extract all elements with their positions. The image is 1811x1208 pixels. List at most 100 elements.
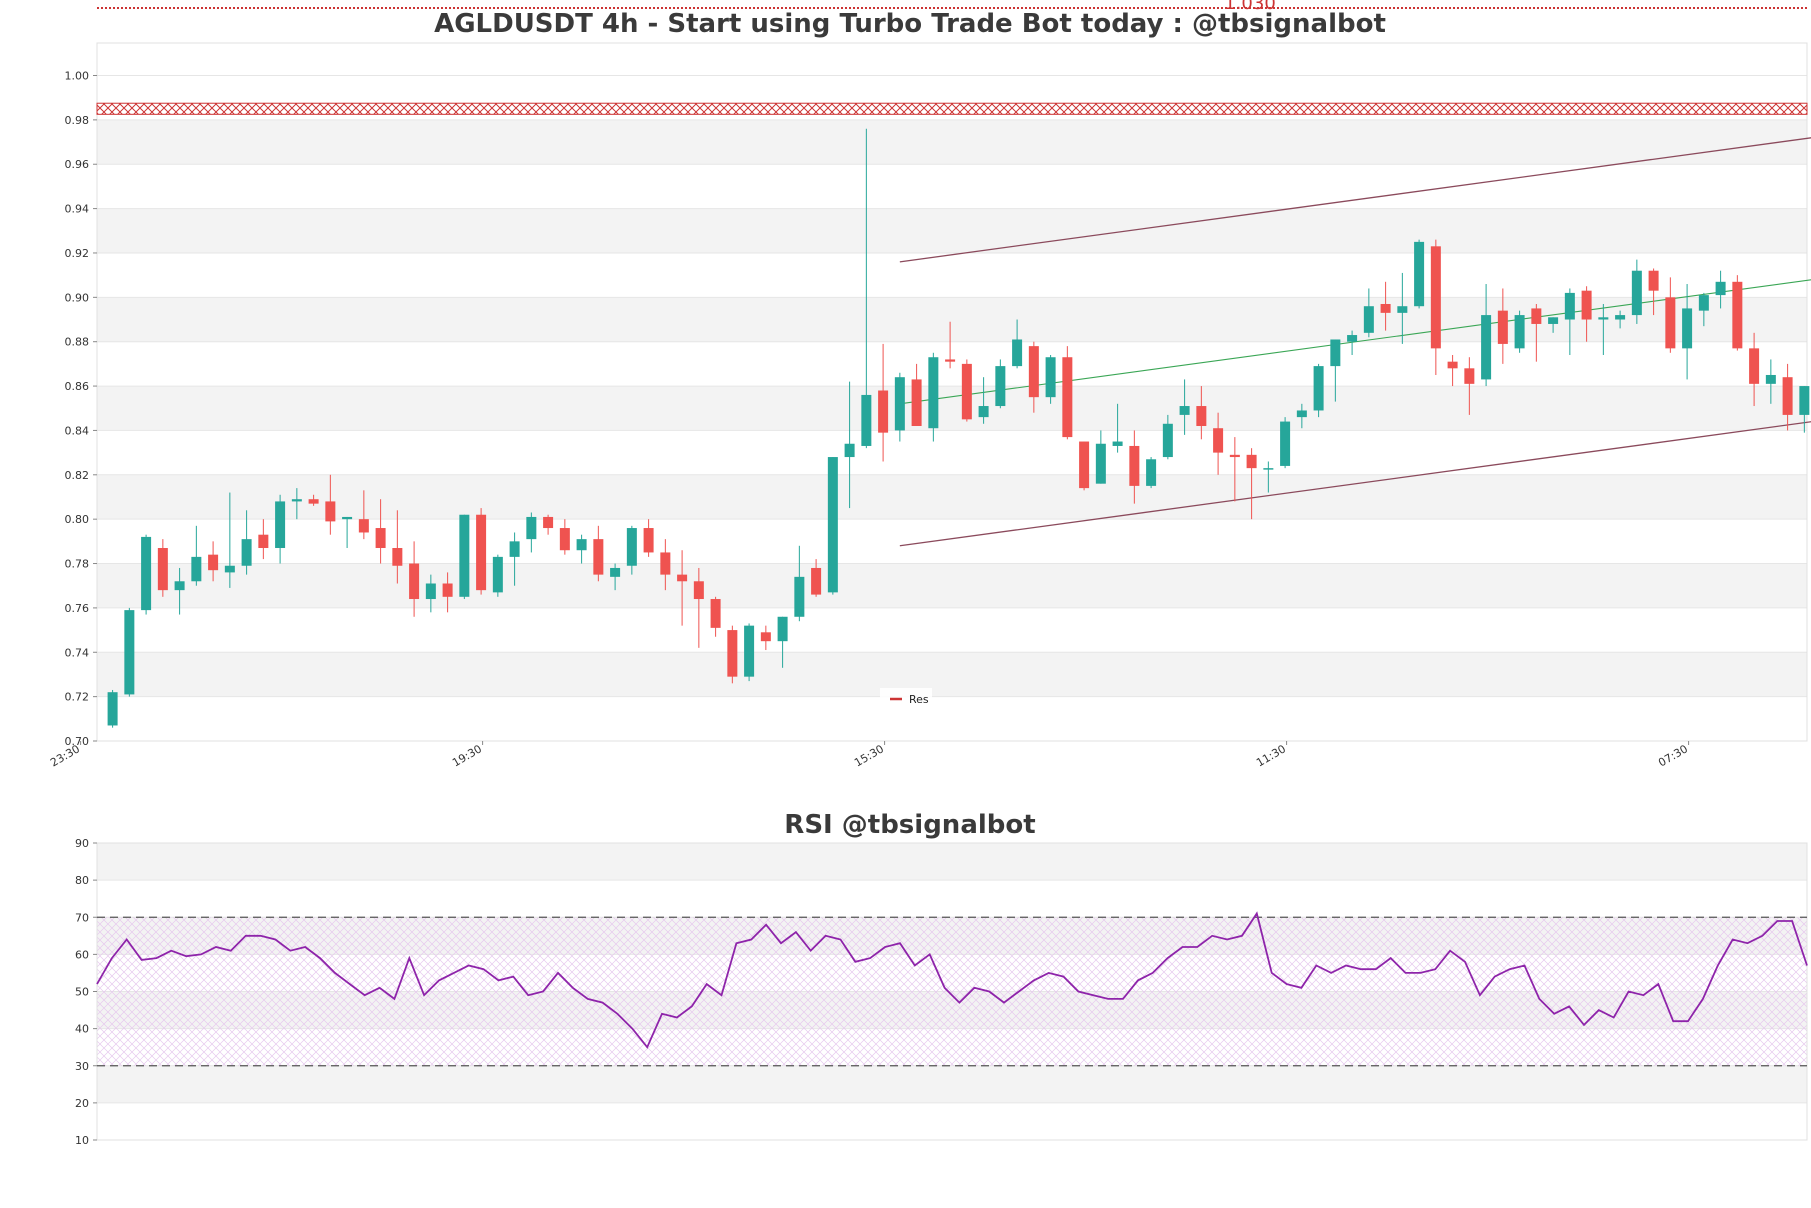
candle-body — [1414, 241, 1425, 307]
candle-body — [1648, 270, 1659, 291]
candle-body — [425, 583, 436, 600]
price-y-tick-label: 0.84 — [65, 424, 90, 437]
candle — [1313, 363, 1324, 418]
candle — [526, 512, 537, 553]
price-y-tick-label: 0.80 — [65, 513, 90, 526]
candle — [1028, 341, 1039, 413]
candle — [1682, 284, 1693, 380]
rsi-line — [96, 911, 1808, 1049]
price-y-axis: 0.70 0.72 0.74 0.76 0.78 0.80 0.82 0.84 0.86 0.88… — [65, 70, 97, 748]
candle-body — [995, 366, 1006, 407]
candle-body — [1213, 428, 1224, 453]
candle-body — [492, 556, 503, 593]
candle — [1631, 259, 1642, 324]
rsi-panel: 10 20 30 40 50 60 70 80 90 RSI @tbsignalbot — [75, 810, 1808, 1147]
price-grid — [97, 75, 1807, 742]
price-panel: 0.70 0.72 0.74 0.76 0.78 0.80 0.82 0.84 0.86 0.88… — [48, 0, 1811, 769]
candle-body — [861, 394, 872, 446]
candle-body — [1615, 315, 1626, 320]
candle-body — [191, 556, 202, 582]
candle-body — [526, 516, 537, 540]
candle — [1263, 461, 1274, 493]
candle — [224, 492, 235, 588]
candle-body — [224, 565, 235, 573]
candle — [593, 525, 604, 582]
candle-body — [643, 528, 654, 553]
candle — [827, 457, 838, 595]
candle — [576, 534, 587, 564]
price-x-tick-label: 15:30 — [852, 742, 886, 769]
clipped-price-label: 1.030 — [1224, 0, 1276, 14]
candle — [1414, 239, 1425, 309]
candle-body — [744, 625, 755, 677]
candle — [1296, 403, 1307, 429]
candle — [258, 519, 269, 560]
candle — [543, 514, 554, 535]
price-y-tick-label: 0.94 — [65, 203, 90, 216]
price-y-tick-label: 0.76 — [65, 602, 90, 615]
candle-body — [576, 539, 587, 551]
candle — [392, 510, 403, 584]
candle — [643, 519, 654, 557]
candle-body — [911, 379, 922, 426]
candle-body — [827, 457, 838, 593]
candle-body — [727, 630, 738, 677]
candle — [1146, 457, 1157, 489]
candle-body — [961, 363, 972, 420]
candle-body — [1564, 292, 1575, 320]
rsi-y-tick-label: 80 — [75, 874, 89, 887]
candle-body — [1330, 339, 1341, 367]
candle — [961, 359, 972, 422]
candle — [459, 514, 470, 600]
rsi-y-tick-label: 70 — [75, 911, 89, 924]
candle — [342, 516, 353, 549]
candle — [1615, 310, 1626, 329]
candle — [1213, 412, 1224, 475]
price-y-tick-label: 0.72 — [65, 691, 90, 704]
candle — [442, 572, 453, 613]
rsi-band — [97, 843, 1807, 881]
price-chart-title: AGLDUSDT 4h - Start using Turbo Trade Bo… — [434, 9, 1386, 39]
candle-body — [141, 536, 152, 611]
candle — [358, 490, 369, 540]
candle-body — [1682, 308, 1693, 349]
candle-body — [1581, 290, 1592, 320]
candle-body — [1782, 377, 1793, 415]
candle — [744, 623, 755, 682]
candle — [1548, 317, 1559, 333]
candle — [1581, 286, 1592, 342]
candle — [1665, 277, 1676, 353]
candle — [677, 550, 688, 626]
candle — [1330, 339, 1341, 402]
candle-body — [1548, 317, 1559, 324]
candle-body — [1665, 297, 1676, 349]
candle-body — [844, 443, 855, 458]
legend-label: Res — [909, 693, 929, 706]
candle — [610, 563, 621, 591]
candle — [1179, 379, 1190, 435]
candle-body — [107, 692, 118, 726]
candle — [760, 625, 771, 651]
candle-body — [710, 599, 721, 628]
candle-body — [1497, 310, 1508, 344]
candle-body — [275, 501, 286, 549]
candle-body — [760, 632, 771, 642]
candle-body — [945, 359, 956, 362]
resistance-zone — [96, 102, 1808, 115]
candle-body — [811, 567, 822, 595]
candle-body — [777, 616, 788, 642]
candle — [208, 541, 219, 582]
price-y-tick-label: 0.78 — [65, 558, 90, 571]
candle-body — [208, 554, 219, 571]
candle — [375, 499, 386, 564]
candle — [1531, 303, 1542, 362]
candle — [727, 625, 738, 684]
candle-body — [1631, 270, 1642, 316]
rsi-y-tick-label: 30 — [75, 1060, 89, 1073]
candle — [1045, 355, 1056, 404]
candle — [794, 545, 805, 622]
candle-body — [124, 610, 135, 695]
candle — [911, 363, 922, 426]
candle-body — [476, 514, 487, 591]
